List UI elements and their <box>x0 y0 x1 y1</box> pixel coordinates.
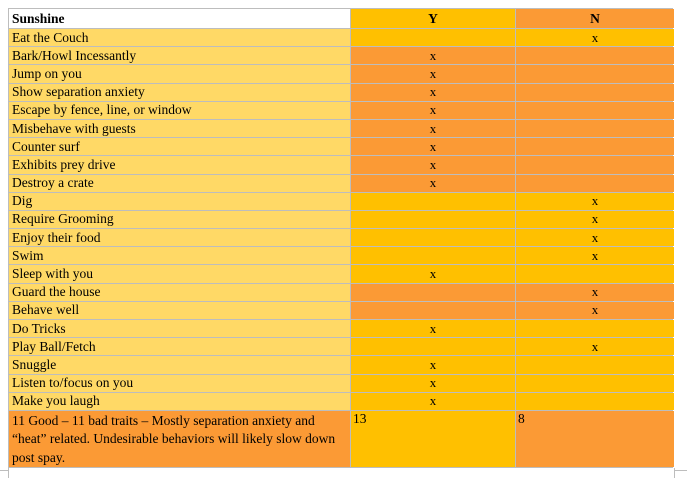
behavior-label-cell[interactable]: Enjoy their food <box>9 229 350 247</box>
yes-mark-cell[interactable] <box>351 29 515 47</box>
no-mark-cell[interactable] <box>516 374 674 392</box>
behavior-label-cell[interactable]: Show separation anxiety <box>9 83 350 101</box>
summary-note-cell[interactable]: 11 Good – 11 bad traits – Mostly separat… <box>9 410 350 467</box>
yes-mark-cell[interactable]: x <box>351 119 515 138</box>
behavior-label-cell[interactable]: Sleep with you <box>9 265 350 283</box>
behavior-label-cell[interactable]: Bark/Howl Incessantly <box>9 47 350 65</box>
no-mark-cell[interactable] <box>516 156 674 174</box>
yes-mark-cell[interactable]: x <box>351 101 515 119</box>
yes-mark-cell[interactable] <box>351 229 515 247</box>
column-header-no[interactable]: N <box>516 9 674 28</box>
yes-mark-cell[interactable]: x <box>351 356 515 374</box>
yes-mark-cell[interactable]: x <box>351 47 515 65</box>
yes-mark-cell[interactable] <box>351 247 515 265</box>
no-mark-cell[interactable]: x <box>516 229 674 247</box>
yes-mark-cell[interactable] <box>351 210 515 229</box>
no-mark-cell[interactable]: x <box>516 247 674 265</box>
no-mark-cell[interactable]: x <box>516 210 674 229</box>
no-mark-cell[interactable]: x <box>516 29 674 47</box>
behavior-label-cell[interactable]: Guard the house <box>9 283 350 301</box>
behavior-label-cell[interactable]: Destroy a crate <box>9 174 350 192</box>
no-mark-cell[interactable] <box>516 356 674 374</box>
behavior-label-cell[interactable]: Play Ball/Fetch <box>9 338 350 356</box>
yes-mark-cell[interactable]: x <box>351 156 515 174</box>
behavior-label-cell[interactable]: Do Tricks <box>9 320 350 338</box>
no-mark-cell[interactable] <box>516 174 674 192</box>
behavior-label-cell[interactable]: Require Grooming <box>9 210 350 229</box>
yes-mark-cell[interactable]: x <box>351 174 515 192</box>
yes-mark-cell[interactable] <box>351 192 515 210</box>
yes-mark-cell[interactable] <box>351 338 515 356</box>
no-mark-cell[interactable] <box>516 119 674 138</box>
yes-total-cell[interactable]: 13 <box>351 410 515 467</box>
behavior-label-cell[interactable]: Listen to/focus on you <box>9 374 350 392</box>
behavior-label-cell[interactable]: Snuggle <box>9 356 350 374</box>
yes-mark-cell[interactable] <box>351 301 515 319</box>
behavior-label-cell[interactable]: Misbehave with guests <box>9 119 350 138</box>
no-mark-cell[interactable]: x <box>516 301 674 319</box>
gridline-stub <box>8 468 9 478</box>
no-mark-cell[interactable] <box>516 47 674 65</box>
gridline-stub <box>0 470 8 471</box>
yes-mark-cell[interactable]: x <box>351 374 515 392</box>
yes-mark-cell[interactable]: x <box>351 83 515 101</box>
yes-mark-cell[interactable]: x <box>351 320 515 338</box>
table-title-cell[interactable]: Sunshine <box>9 9 350 28</box>
no-mark-cell[interactable] <box>516 138 674 156</box>
behavior-table: Sunshine Y N Eat the Couch x Bark/Howl I… <box>8 8 674 468</box>
behavior-label-cell[interactable]: Dig <box>9 192 350 210</box>
no-mark-cell[interactable] <box>516 65 674 83</box>
behavior-label-cell[interactable]: Make you laugh <box>9 392 350 410</box>
behavior-label-cell[interactable]: Jump on you <box>9 65 350 83</box>
column-header-yes[interactable]: Y <box>351 9 515 28</box>
yes-mark-cell[interactable]: x <box>351 265 515 283</box>
yes-mark-cell[interactable]: x <box>351 65 515 83</box>
behavior-label-cell[interactable]: Swim <box>9 247 350 265</box>
behavior-label-cell[interactable]: Behave well <box>9 301 350 319</box>
behavior-label-cell[interactable]: Escape by fence, line, or window <box>9 101 350 119</box>
no-total-cell[interactable]: 8 <box>516 410 674 467</box>
no-mark-cell[interactable]: x <box>516 192 674 210</box>
no-mark-cell[interactable] <box>516 101 674 119</box>
yes-mark-cell[interactable]: x <box>351 138 515 156</box>
no-mark-cell[interactable] <box>516 392 674 410</box>
no-mark-cell[interactable]: x <box>516 338 674 356</box>
yes-mark-cell[interactable] <box>351 283 515 301</box>
gridline-stub <box>675 470 687 471</box>
behavior-label-cell[interactable]: Counter surf <box>9 138 350 156</box>
behavior-label-cell[interactable]: Eat the Couch <box>9 29 350 47</box>
yes-mark-cell[interactable]: x <box>351 392 515 410</box>
behavior-label-cell[interactable]: Exhibits prey drive <box>9 156 350 174</box>
no-mark-cell[interactable] <box>516 320 674 338</box>
no-mark-cell[interactable]: x <box>516 283 674 301</box>
no-mark-cell[interactable] <box>516 83 674 101</box>
gridline-stub <box>674 468 675 478</box>
no-mark-cell[interactable] <box>516 265 674 283</box>
